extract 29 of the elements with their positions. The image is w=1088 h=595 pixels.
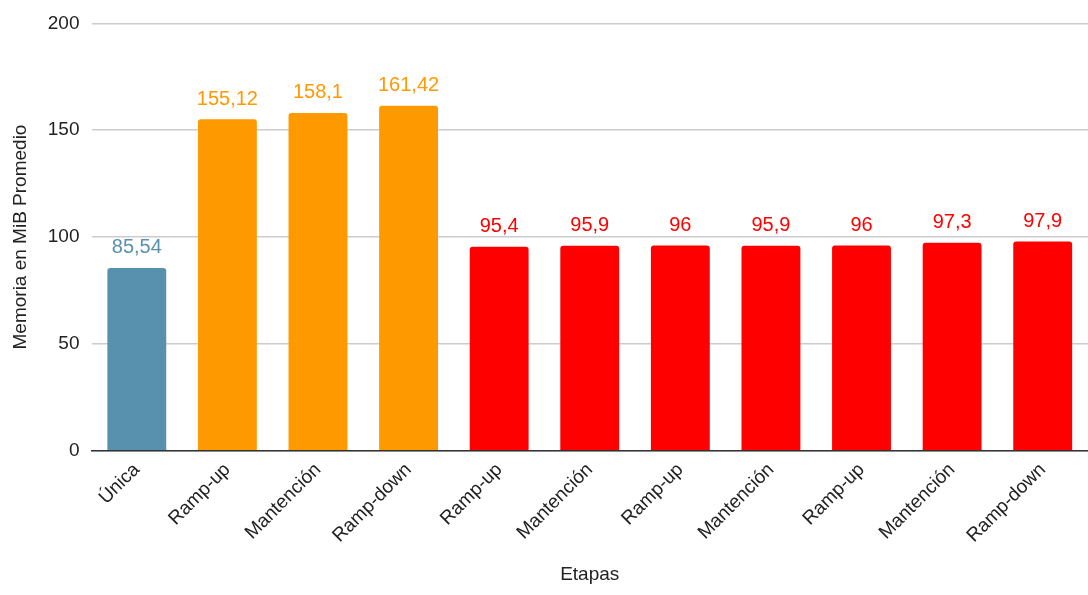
y-tick-label: 0 xyxy=(68,438,80,460)
bar xyxy=(288,112,348,450)
y-axis-title: Memoria en MiB Promedio xyxy=(8,124,30,350)
bar xyxy=(741,245,801,450)
data-label: 97,9 xyxy=(1023,209,1063,232)
data-label: 97,3 xyxy=(932,210,972,233)
data-label: 95,9 xyxy=(751,213,791,236)
data-label: 158,1 xyxy=(292,80,344,103)
bar xyxy=(832,245,891,450)
data-label: 155,12 xyxy=(196,86,258,109)
y-tick-label: 50 xyxy=(58,332,80,354)
bar xyxy=(469,246,529,450)
data-label: 95,4 xyxy=(479,214,519,237)
bar xyxy=(379,105,439,450)
data-label: 96 xyxy=(850,213,873,236)
bar xyxy=(650,245,710,450)
bar xyxy=(922,242,982,450)
x-axis-title: Etapas xyxy=(560,562,620,584)
data-label: 161,42 xyxy=(377,73,440,96)
bar xyxy=(197,119,257,450)
y-tick-label: 100 xyxy=(47,225,80,247)
y-tick-label: 150 xyxy=(47,118,80,140)
bar xyxy=(1013,241,1073,450)
bar xyxy=(107,267,167,450)
data-label: 85,54 xyxy=(111,235,162,258)
data-label: 95,9 xyxy=(570,213,610,236)
y-tick-label: 200 xyxy=(47,11,80,33)
data-label: 96 xyxy=(669,213,692,236)
bar xyxy=(560,245,620,450)
